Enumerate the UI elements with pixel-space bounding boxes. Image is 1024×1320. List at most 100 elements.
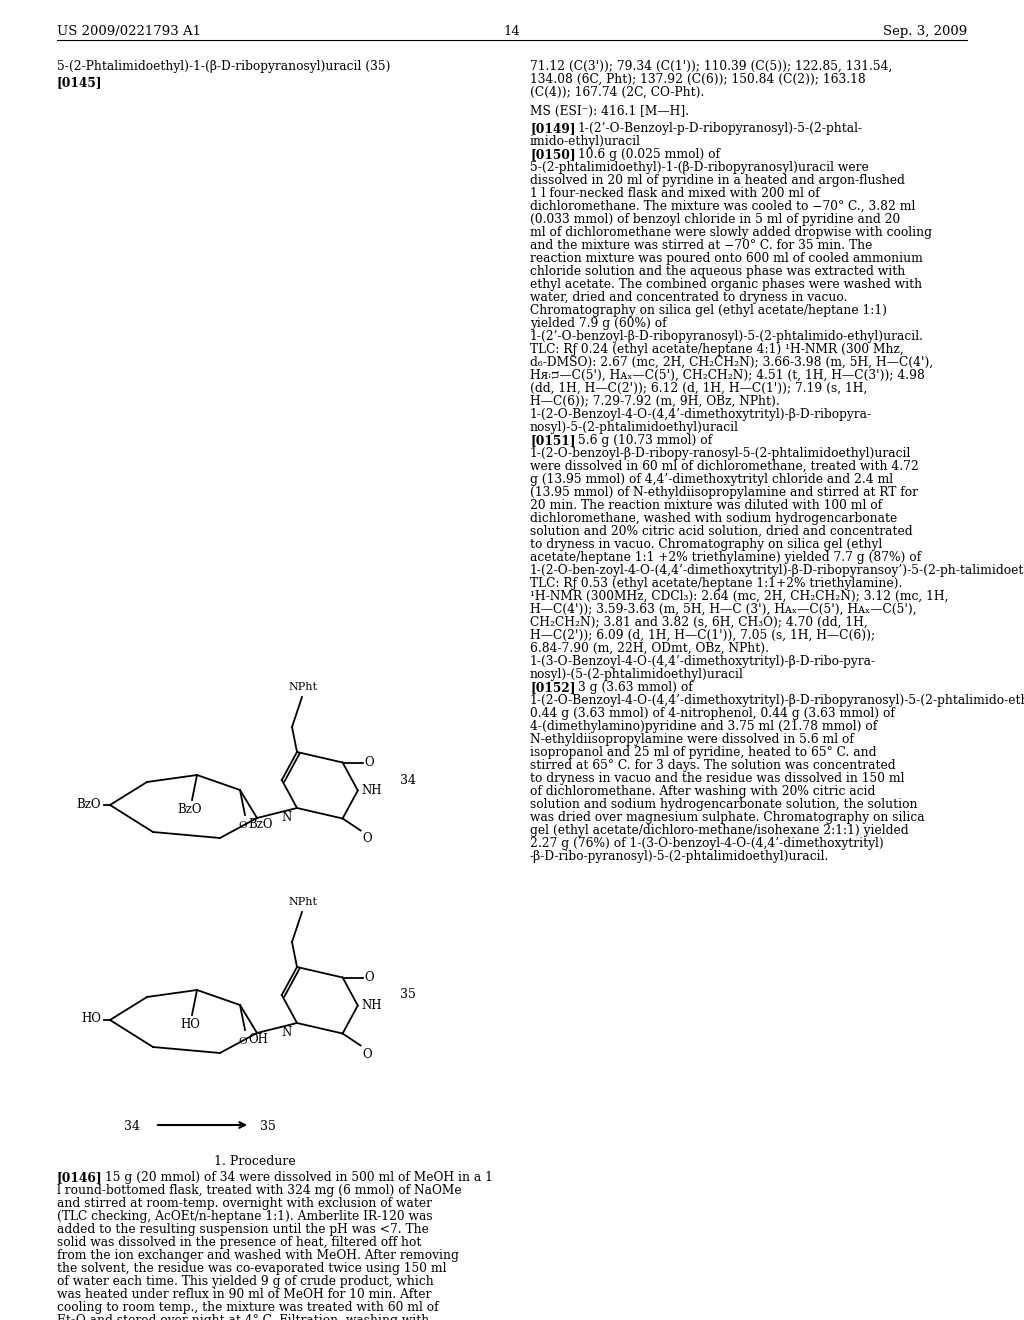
Text: yielded 7.9 g (60%) of: yielded 7.9 g (60%) of xyxy=(530,317,667,330)
Text: and the mixture was stirred at −70° C. for 35 min. The: and the mixture was stirred at −70° C. f… xyxy=(530,239,872,252)
Text: 34: 34 xyxy=(124,1119,140,1133)
Text: of dichloromethane. After washing with 20% citric acid: of dichloromethane. After washing with 2… xyxy=(530,785,876,799)
Text: BzO: BzO xyxy=(77,797,101,810)
Text: 1-(2-O-ben-zoyl-4-O-(4,4’-dimethoxytrityl)-β-D-ribopyransoy’)-5-(2-ph-talimidoet: 1-(2-O-ben-zoyl-4-O-(4,4’-dimethoxytrity… xyxy=(530,564,1024,577)
Text: US 2009/0221793 A1: US 2009/0221793 A1 xyxy=(57,25,201,38)
Text: cooling to room temp., the mixture was treated with 60 ml of: cooling to room temp., the mixture was t… xyxy=(57,1302,438,1313)
Text: BzO: BzO xyxy=(248,818,272,832)
Text: 5-(2-Phtalimidoethyl)-1-(β-D-ribopyranosyl)uracil (35): 5-(2-Phtalimidoethyl)-1-(β-D-ribopyranos… xyxy=(57,59,390,73)
Text: (dd, 1H, H—C(2')); 6.12 (d, 1H, H—C(1')); 7.19 (s, 1H,: (dd, 1H, H—C(2')); 6.12 (d, 1H, H—C(1'))… xyxy=(530,381,867,395)
Text: 1-(2-O-Benzoyl-4-O-(4,4’-dimethoxytrityl)-β-D-ribopyra-: 1-(2-O-Benzoyl-4-O-(4,4’-dimethoxytrityl… xyxy=(530,408,872,421)
Text: H—C(6)); 7.29-7.92 (m, 9H, OBz, NPht).: H—C(6)); 7.29-7.92 (m, 9H, OBz, NPht). xyxy=(530,395,779,408)
Text: ml of dichloromethane were slowly added dropwise with cooling: ml of dichloromethane were slowly added … xyxy=(530,226,932,239)
Text: CH₂CH₂N); 3.81 and 3.82 (s, 6H, CH₃O); 4.70 (dd, 1H,: CH₂CH₂N); 3.81 and 3.82 (s, 6H, CH₃O); 4… xyxy=(530,616,867,630)
Text: TLC: Rƒ 0.53 (ethyl acetate/heptane 1:1+2% triethylamine).: TLC: Rƒ 0.53 (ethyl acetate/heptane 1:1+… xyxy=(530,577,902,590)
Text: 5.6 g (10.73 mmol) of: 5.6 g (10.73 mmol) of xyxy=(578,434,712,447)
Text: solid was dissolved in the presence of heat, filtered off hot: solid was dissolved in the presence of h… xyxy=(57,1236,421,1249)
Text: NPht: NPht xyxy=(289,682,317,692)
Text: g (13.95 mmol) of 4,4’-dimethoxytrityl chloride and 2.4 ml: g (13.95 mmol) of 4,4’-dimethoxytrityl c… xyxy=(530,473,893,486)
Text: solution and sodium hydrogencarbonate solution, the solution: solution and sodium hydrogencarbonate so… xyxy=(530,799,918,810)
Text: from the ion exchanger and washed with MeOH. After removing: from the ion exchanger and washed with M… xyxy=(57,1249,459,1262)
Text: OH: OH xyxy=(248,1034,268,1045)
Text: 5-(2-phtalimidoethyl)-1-(β-D-ribopyranosyl)uracil were: 5-(2-phtalimidoethyl)-1-(β-D-ribopyranos… xyxy=(530,161,868,174)
Text: [0149]: [0149] xyxy=(530,121,575,135)
Text: HO: HO xyxy=(81,1012,101,1026)
Text: solution and 20% citric acid solution, dried and concentrated: solution and 20% citric acid solution, d… xyxy=(530,525,912,539)
Text: H—C(4')); 3.59-3.63 (m, 5H, H—C (3'), Hᴀₓ—C(5'), Hᴀₓ—C(5'),: H—C(4')); 3.59-3.63 (m, 5H, H—C (3'), Hᴀ… xyxy=(530,603,916,616)
Text: l round-bottomed flask, treated with 324 mg (6 mmol) of NaOMe: l round-bottomed flask, treated with 324… xyxy=(57,1184,462,1197)
Text: to dryness in vacuo and the residue was dissolved in 150 ml: to dryness in vacuo and the residue was … xyxy=(530,772,904,785)
Text: isopropanol and 25 ml of pyridine, heated to 65° C. and: isopropanol and 25 ml of pyridine, heate… xyxy=(530,746,877,759)
Text: stirred at 65° C. for 3 days. The solution was concentrated: stirred at 65° C. for 3 days. The soluti… xyxy=(530,759,896,772)
Text: (0.033 mmol) of benzoyl chloride in 5 ml of pyridine and 20: (0.033 mmol) of benzoyl chloride in 5 ml… xyxy=(530,213,900,226)
Text: ¹H-NMR (300MHz, CDCl₃): 2.64 (mᴄ, 2H, CH₂CH₂N); 3.12 (mᴄ, 1H,: ¹H-NMR (300MHz, CDCl₃): 2.64 (mᴄ, 2H, CH… xyxy=(530,590,948,603)
Text: reaction mixture was poured onto 600 ml of cooled ammonium: reaction mixture was poured onto 600 ml … xyxy=(530,252,923,265)
Text: nosyl)-(5-(2-phtalimidoethyl)uracil: nosyl)-(5-(2-phtalimidoethyl)uracil xyxy=(530,668,743,681)
Text: 35: 35 xyxy=(400,989,416,1002)
Text: 4-(dimethylamino)pyridine and 3.75 ml (21.78 mmol) of: 4-(dimethylamino)pyridine and 3.75 ml (2… xyxy=(530,719,878,733)
Text: 1-(2’-O-benzoyl-β-D-ribopyranosyl)-5-(2-phtalimido-ethyl)uracil.: 1-(2’-O-benzoyl-β-D-ribopyranosyl)-5-(2-… xyxy=(530,330,924,343)
Text: the solvent, the residue was co-evaporated twice using 150 ml: the solvent, the residue was co-evaporat… xyxy=(57,1262,446,1275)
Text: [0146]: [0146] xyxy=(57,1171,102,1184)
Text: O: O xyxy=(362,1048,373,1060)
Text: O: O xyxy=(239,821,247,830)
Text: water, dried and concentrated to dryness in vacuo.: water, dried and concentrated to dryness… xyxy=(530,290,848,304)
Text: (C(4)); 167.74 (2C, CO-Pht).: (C(4)); 167.74 (2C, CO-Pht). xyxy=(530,86,705,99)
Text: [0145]: [0145] xyxy=(57,77,102,88)
Text: gel (ethyl acetate/dichloro-methane/isohexane 2:1:1) yielded: gel (ethyl acetate/dichloro-methane/isoh… xyxy=(530,824,908,837)
Text: chloride solution and the aqueous phase was extracted with: chloride solution and the aqueous phase … xyxy=(530,265,905,279)
Text: was heated under reflux in 90 ml of MeOH for 10 min. After: was heated under reflux in 90 ml of MeOH… xyxy=(57,1288,431,1302)
Text: Chromatography on silica gel (ethyl acetate/heptane 1:1): Chromatography on silica gel (ethyl acet… xyxy=(530,304,887,317)
Text: 2.27 g (76%) of 1-(3-O-benzoyl-4-O-(4,4’-dimethoxytrityl): 2.27 g (76%) of 1-(3-O-benzoyl-4-O-(4,4’… xyxy=(530,837,884,850)
Text: 71.12 (C(3')); 79.34 (C(1')); 110.39 (C(5)); 122.85, 131.54,: 71.12 (C(3')); 79.34 (C(1')); 110.39 (C(… xyxy=(530,59,892,73)
Text: were dissolved in 60 ml of dichloromethane, treated with 4.72: were dissolved in 60 ml of dichlorometha… xyxy=(530,459,919,473)
Text: H—C(2')); 6.09 (d, 1H, H—C(1')), 7.05 (s, 1H, H—C(6));: H—C(2')); 6.09 (d, 1H, H—C(1')), 7.05 (s… xyxy=(530,630,876,642)
Text: O: O xyxy=(365,756,374,770)
Text: acetate/heptane 1:1 +2% triethylamine) yielded 7.7 g (87%) of: acetate/heptane 1:1 +2% triethylamine) y… xyxy=(530,550,922,564)
Text: (TLC checking, AcOEt/n-heptane 1:1). Amberlite IR-120 was: (TLC checking, AcOEt/n-heptane 1:1). Amb… xyxy=(57,1210,432,1224)
Text: HO: HO xyxy=(180,1018,200,1031)
Text: MS (ESI⁻): 416.1 [M—H].: MS (ESI⁻): 416.1 [M—H]. xyxy=(530,106,689,117)
Text: 6.84-7.90 (m, 22H, ODmt, OBz, NPht).: 6.84-7.90 (m, 22H, ODmt, OBz, NPht). xyxy=(530,642,769,655)
Text: TLC: Rƒ 0.24 (ethyl acetate/heptane 4:1) ¹H-NMR (300 Mhz,: TLC: Rƒ 0.24 (ethyl acetate/heptane 4:1)… xyxy=(530,343,904,356)
Text: 1-(2’-O-Benzoyl-p-D-ribopyranosyl)-5-(2-phtal-: 1-(2’-O-Benzoyl-p-D-ribopyranosyl)-5-(2-… xyxy=(578,121,863,135)
Text: and stirred at room-temp. overnight with exclusion of water: and stirred at room-temp. overnight with… xyxy=(57,1197,432,1210)
Text: Et₂O and stored over-night at 4° C. Filtration, washing with: Et₂O and stored over-night at 4° C. Filt… xyxy=(57,1313,429,1320)
Text: ethyl acetate. The combined organic phases were washed with: ethyl acetate. The combined organic phas… xyxy=(530,279,923,290)
Text: NH: NH xyxy=(361,784,382,797)
Text: 10.6 g (0.025 mmol) of: 10.6 g (0.025 mmol) of xyxy=(578,148,720,161)
Text: 1-(2-O-benzoyl-β-D-ribopy-ranosyl-5-(2-phtalimidoethyl)uracil: 1-(2-O-benzoyl-β-D-ribopy-ranosyl-5-(2-p… xyxy=(530,447,911,459)
Text: was dried over magnesium sulphate. Chromatography on silica: was dried over magnesium sulphate. Chrom… xyxy=(530,810,925,824)
Text: -β-D-ribo-pyranosyl)-5-(2-phtalimidoethyl)uracil.: -β-D-ribo-pyranosyl)-5-(2-phtalimidoethy… xyxy=(530,850,829,863)
Text: [0150]: [0150] xyxy=(530,148,575,161)
Text: (13.95 mmol) of N-ethyldiisopropylamine and stirred at RT for: (13.95 mmol) of N-ethyldiisopropylamine … xyxy=(530,486,918,499)
Text: N-ethyldiisopropylamine were dissolved in 5.6 ml of: N-ethyldiisopropylamine were dissolved i… xyxy=(530,733,854,746)
Text: imido-ethyl)uracil: imido-ethyl)uracil xyxy=(530,135,641,148)
Text: 20 min. The reaction mixture was diluted with 100 ml of: 20 min. The reaction mixture was diluted… xyxy=(530,499,882,512)
Text: 1. Procedure: 1. Procedure xyxy=(214,1155,296,1168)
Text: d₆-DMSO): 2.67 (mᴄ, 2H, CH₂CH₂N); 3.66-3.98 (m, 5H, H—C(4'),: d₆-DMSO): 2.67 (mᴄ, 2H, CH₂CH₂N); 3.66-3… xyxy=(530,356,933,370)
Text: 1-(3-O-Benzoyl-4-O-(4,4’-dimethoxytrityl)-β-D-ribo-pyra-: 1-(3-O-Benzoyl-4-O-(4,4’-dimethoxytrityl… xyxy=(530,655,877,668)
Text: 34: 34 xyxy=(400,774,416,787)
Text: to dryness in vacuo. Chromatography on silica gel (ethyl: to dryness in vacuo. Chromatography on s… xyxy=(530,539,883,550)
Text: NPht: NPht xyxy=(289,898,317,907)
Text: Hᴙᴞ—C(5'), Hᴀₓ—C(5'), CH₂CH₂N); 4.51 (t, 1H, H—C(3')); 4.98: Hᴙᴞ—C(5'), Hᴀₓ—C(5'), CH₂CH₂N); 4.51 (t,… xyxy=(530,370,925,381)
Text: dissolved in 20 ml of pyridine in a heated and argon-flushed: dissolved in 20 ml of pyridine in a heat… xyxy=(530,174,905,187)
Text: BzO: BzO xyxy=(178,803,203,816)
Text: N: N xyxy=(282,1026,292,1039)
Text: 1 l four-necked flask and mixed with 200 ml of: 1 l four-necked flask and mixed with 200… xyxy=(530,187,820,201)
Text: Sep. 3, 2009: Sep. 3, 2009 xyxy=(883,25,967,38)
Text: O: O xyxy=(239,1036,247,1045)
Text: added to the resulting suspension until the pH was <7. The: added to the resulting suspension until … xyxy=(57,1224,429,1236)
Text: 0.44 g (3.63 mmol) of 4-nitrophenol, 0.44 g (3.63 mmol) of: 0.44 g (3.63 mmol) of 4-nitrophenol, 0.4… xyxy=(530,708,895,719)
Text: nosyl)-5-(2-phtalimidoethyl)uracil: nosyl)-5-(2-phtalimidoethyl)uracil xyxy=(530,421,739,434)
Text: NH: NH xyxy=(361,999,382,1012)
Text: 134.08 (6C, Pht); 137.92 (C(6)); 150.84 (C(2)); 163.18: 134.08 (6C, Pht); 137.92 (C(6)); 150.84 … xyxy=(530,73,865,86)
Text: [0152]: [0152] xyxy=(530,681,575,694)
Text: O: O xyxy=(365,972,374,983)
Text: dichloromethane. The mixture was cooled to −70° C., 3.82 ml: dichloromethane. The mixture was cooled … xyxy=(530,201,915,213)
Text: N: N xyxy=(282,810,292,824)
Text: 15 g (20 mmol) of 34 were dissolved in 500 ml of MeOH in a 1: 15 g (20 mmol) of 34 were dissolved in 5… xyxy=(105,1171,493,1184)
Text: 35: 35 xyxy=(260,1119,275,1133)
Text: 3 g (3.63 mmol) of: 3 g (3.63 mmol) of xyxy=(578,681,693,694)
